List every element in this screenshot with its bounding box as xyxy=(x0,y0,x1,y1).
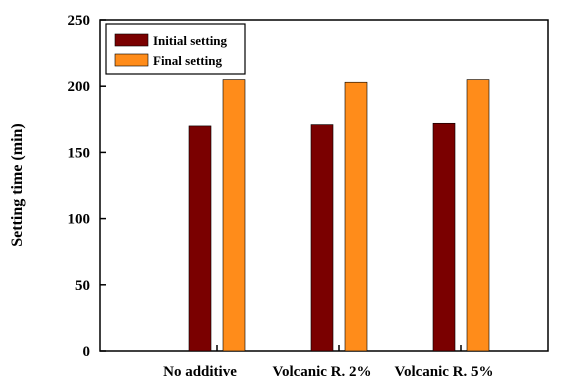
bar-final-setting xyxy=(466,79,490,352)
bar-initial-setting xyxy=(310,124,334,352)
legend-label: Initial setting xyxy=(153,33,228,48)
legend: Initial setting Final setting xyxy=(105,23,246,75)
bars xyxy=(188,79,490,352)
legend-swatch xyxy=(114,53,149,67)
x-axis: No additive Volcanic R. 2% Volcanic R. 5% xyxy=(163,345,494,380)
x-category-label: Volcanic R. 5% xyxy=(394,364,493,380)
legend-swatch xyxy=(114,33,149,47)
x-category-label: Volcanic R. 2% xyxy=(272,364,371,380)
y-tick-label: 150 xyxy=(68,145,91,161)
x-category-label: No additive xyxy=(163,364,237,380)
y-tick-label: 0 xyxy=(83,344,91,360)
y-tick-label: 100 xyxy=(68,212,91,228)
y-tick-label: 200 xyxy=(68,79,91,95)
bar-initial-setting xyxy=(432,122,456,352)
y-tick-label: 250 xyxy=(68,13,91,29)
legend-label: Final setting xyxy=(153,53,222,68)
y-axis: 0 50 100 150 200 250 xyxy=(68,13,106,360)
y-tick-label: 50 xyxy=(75,278,90,294)
bar-final-setting xyxy=(344,81,368,352)
bar-initial-setting xyxy=(188,125,212,352)
bar-final-setting xyxy=(222,79,246,352)
y-axis-label: Setting time (min) xyxy=(9,123,26,247)
